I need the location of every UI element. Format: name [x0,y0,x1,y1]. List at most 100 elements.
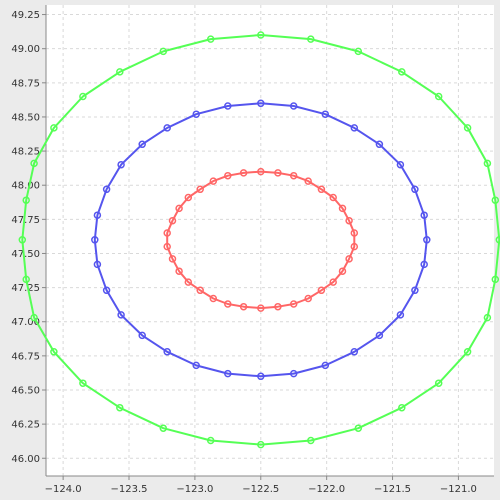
data-point [329,193,337,202]
data-point [102,286,111,295]
data-point [411,286,419,295]
data-point [354,47,363,56]
data-point [304,294,312,303]
data-point [257,31,265,39]
data-point [116,68,124,76]
data-point [138,331,146,340]
data-point [257,99,265,108]
data-point [345,255,353,263]
data-point [93,260,102,269]
data-point [18,236,27,244]
data-point [50,124,58,132]
data-point [321,361,330,370]
data-point [184,278,193,286]
data-point [304,177,312,185]
data-point [434,92,443,101]
y-tick-label: 47.75 [11,215,40,226]
data-point [175,267,183,275]
data-point [398,403,406,412]
data-point [396,160,405,169]
y-tick-label: 47.00 [11,317,40,328]
data-point [491,196,500,204]
data-point [224,102,232,110]
data-point [329,278,337,286]
data-point [289,300,298,308]
data-point [209,177,218,185]
data-point [79,92,87,101]
data-point [350,124,359,132]
data-point [321,110,330,118]
data-point [117,311,125,319]
data-point [289,369,298,378]
data-point [338,267,347,275]
data-point [274,169,282,177]
data-point [209,294,218,303]
data-point [257,372,265,381]
data-point [138,140,146,149]
data-point [317,286,326,295]
data-point [175,204,183,213]
x-tick-label: −124.0 [45,484,82,495]
data-point [307,35,315,43]
data-point [317,185,326,194]
data-point [307,436,315,445]
y-tick-label: 49.00 [11,44,40,55]
data-point [79,379,87,387]
y-tick-label: 46.50 [11,385,40,396]
x-tick-label: −123.0 [176,484,213,495]
data-point [224,171,232,180]
y-tick-label: 47.25 [11,283,40,294]
y-tick-label: 47.50 [11,249,40,260]
y-tick-label: 49.25 [11,10,40,21]
data-point [398,68,406,76]
data-point [434,379,443,387]
data-point [350,348,359,356]
data-point [239,169,248,177]
data-point [192,361,200,370]
data-point [463,348,472,356]
data-point [463,124,472,132]
data-point [396,311,405,319]
data-point [375,331,384,340]
data-point [289,102,298,110]
series-line [166,170,356,310]
data-point [289,171,298,180]
tick-labels: −124.0 −123.5 −123.0 −122.5 −122.0 −121.5 −121… [11,10,477,495]
y-tick-label: 48.75 [11,78,40,89]
data-point [257,304,265,312]
data-point [375,140,384,149]
data-point [423,236,431,244]
data-point [239,302,248,311]
series-line [21,34,500,446]
data-point [91,236,99,244]
data-point [483,313,492,322]
data-point [274,302,282,311]
data-point [102,185,111,194]
data-point [257,167,265,176]
data-point [206,35,215,43]
data-point [411,185,419,194]
data-point [168,255,177,263]
data-point [116,403,124,412]
data-point [491,275,500,284]
y-tick-label: 46.25 [11,420,40,431]
data-point [22,275,30,284]
data-point [117,160,125,169]
data-point [495,236,500,244]
x-tick-label: −123.5 [111,484,148,495]
data-point [163,348,171,356]
x-tick-label: −122.5 [242,484,279,495]
y-tick-label: 48.50 [11,112,40,123]
data-series [18,31,500,449]
data-point [196,286,204,295]
series-3 [18,31,500,449]
y-tick-label: 48.25 [11,147,40,158]
data-point [163,124,171,132]
data-point [30,313,38,322]
data-point [163,242,171,251]
data-point [345,216,353,225]
data-point [159,47,168,56]
data-point [206,436,215,445]
